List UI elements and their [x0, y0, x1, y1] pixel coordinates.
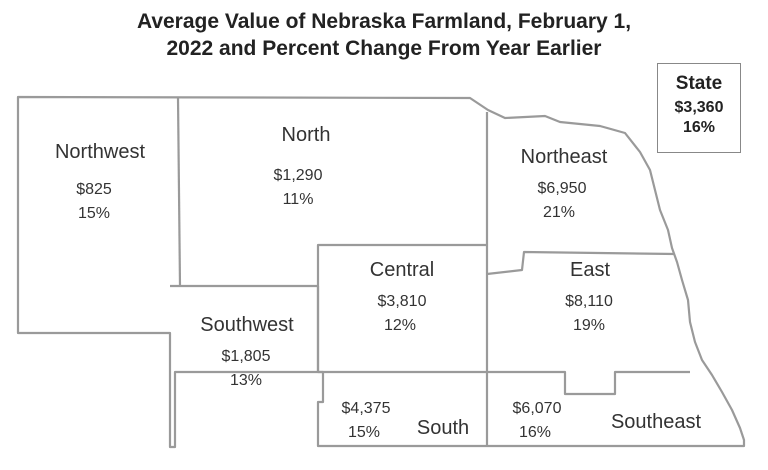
region-value: $1,805	[222, 348, 271, 365]
region-value: $8,110	[565, 293, 613, 310]
region-change: 16%	[519, 424, 551, 441]
region-change: 13%	[230, 372, 262, 389]
state-value: $3,360	[674, 99, 724, 116]
region-northeast: Northeast $6,950 21%	[521, 146, 608, 221]
region-southwest: Southwest $1,805 13%	[200, 314, 294, 389]
state-summary-box: State $3,360 16%	[657, 63, 741, 153]
region-value: $6,070	[513, 400, 562, 417]
region-east: East $8,110 19%	[565, 259, 613, 334]
region-name: North	[282, 124, 331, 146]
region-value: $1,290	[274, 167, 323, 184]
map-title: Average Value of Nebraska Farmland, Febr…	[0, 8, 768, 62]
region-value: $4,375	[342, 400, 391, 417]
region-change: 15%	[78, 205, 110, 222]
region-change: 12%	[384, 317, 416, 334]
region-central: Central $3,810 12%	[370, 259, 434, 334]
border-northeast-east	[486, 250, 676, 276]
title-line-2: 2022 and Percent Change From Year Earlie…	[166, 37, 602, 60]
region-name: Southwest	[200, 314, 294, 336]
title-line-1: Average Value of Nebraska Farmland, Febr…	[136, 10, 632, 33]
region-northwest: Northwest $825 15%	[55, 141, 145, 222]
border-east-southeast	[487, 370, 690, 396]
state-outline	[16, 95, 746, 449]
region-change: 15%	[348, 424, 380, 441]
region-name: East	[570, 259, 610, 281]
region-name: Northeast	[521, 146, 608, 168]
region-change: 11%	[283, 191, 314, 208]
region-name: Northwest	[55, 141, 145, 163]
region-value: $3,810	[378, 293, 427, 310]
region-value: $825	[76, 181, 112, 198]
region-change: 21%	[543, 204, 575, 221]
region-name: Central	[370, 259, 434, 281]
state-change: 16%	[682, 119, 716, 136]
region-name: Southeast	[611, 411, 702, 433]
region-value: $6,950	[538, 180, 587, 197]
region-south: $4,375 15% South	[342, 400, 470, 441]
border-northwest-north	[176, 97, 182, 287]
region-southeast: $6,070 16% Southeast	[513, 400, 702, 441]
region-change: 19%	[573, 317, 605, 334]
region-name: South	[417, 417, 469, 439]
region-north: North $1,290 11%	[274, 124, 331, 208]
state-label: State	[675, 73, 723, 94]
